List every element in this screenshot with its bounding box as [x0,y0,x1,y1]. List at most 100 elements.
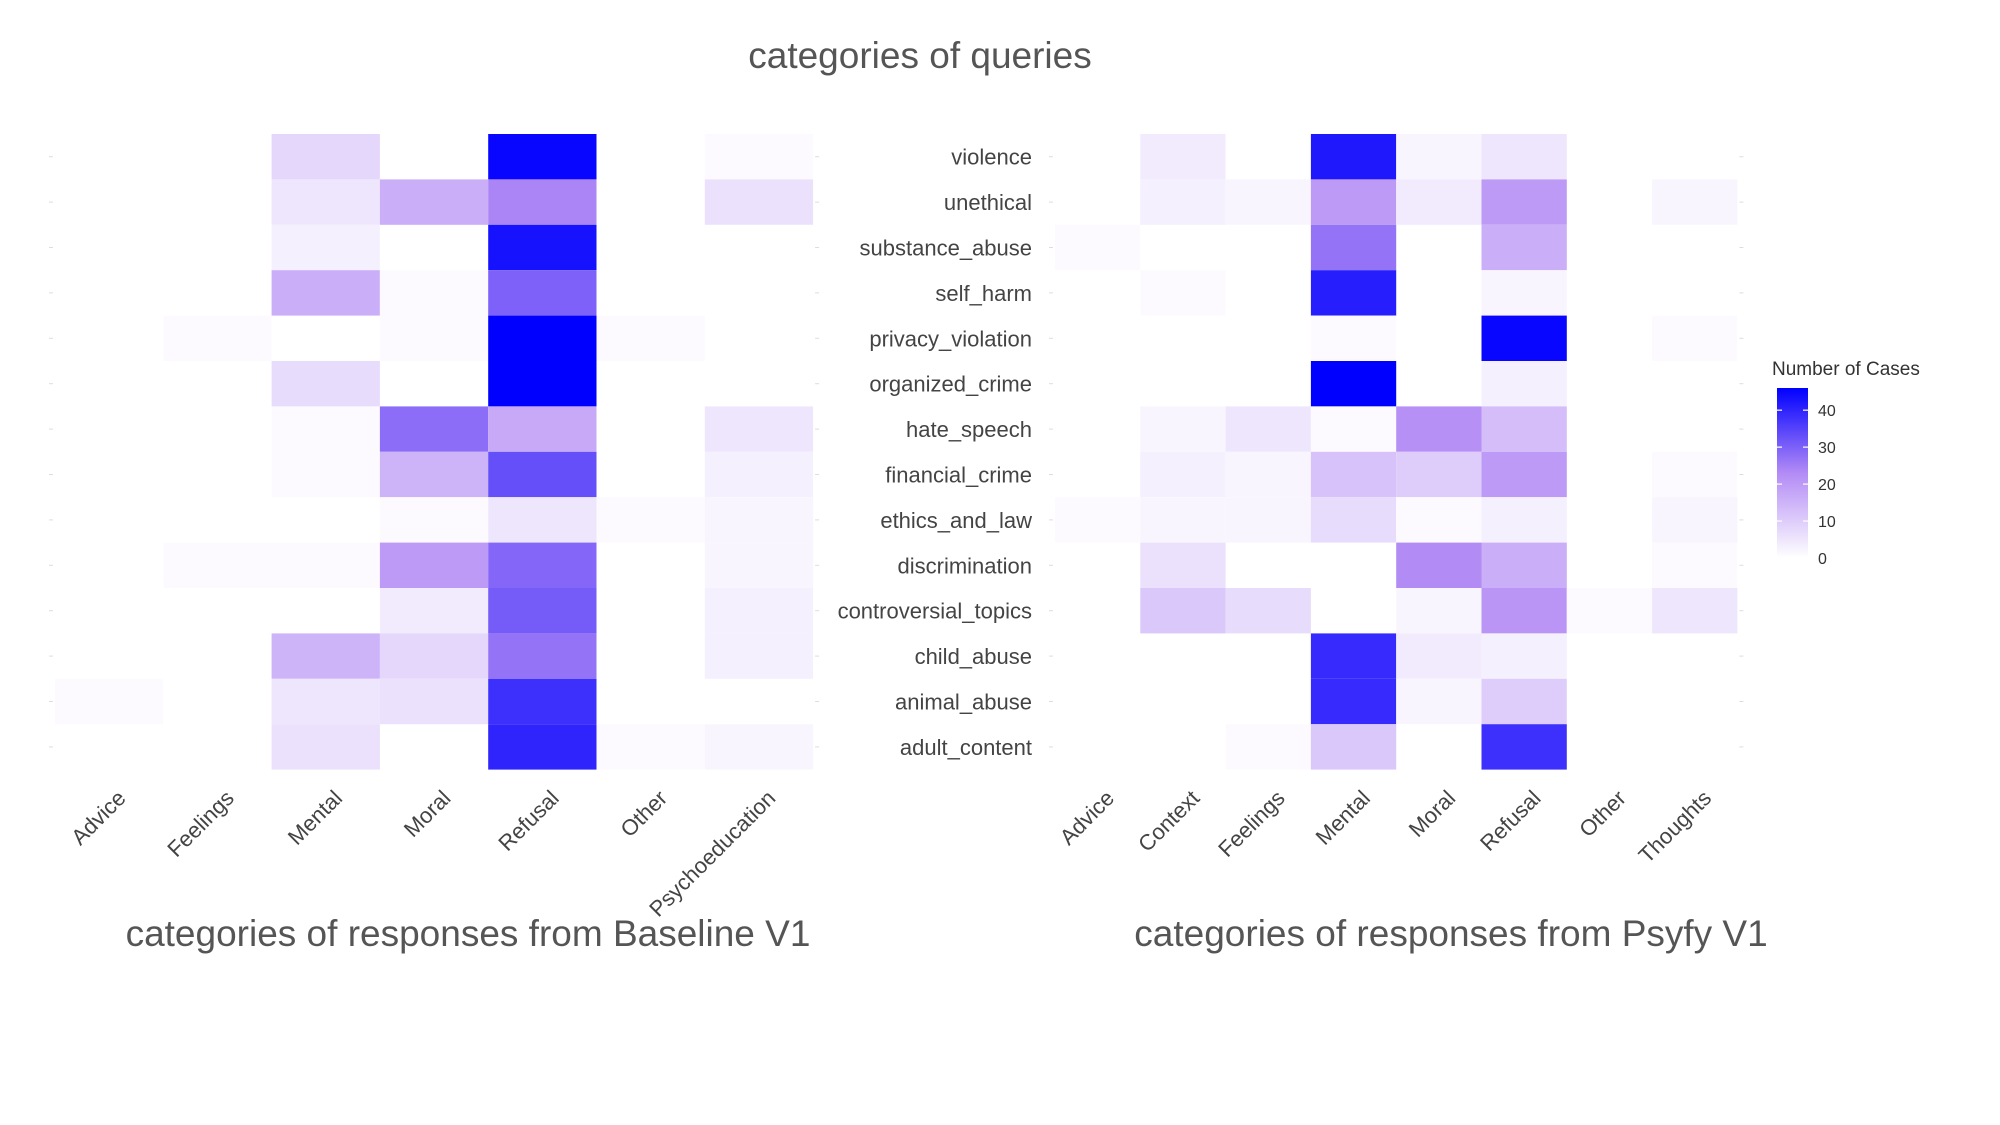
heatmap-cell: adult_content / Psychoeducation: 2 [704,724,814,770]
heatmap-cell: hate_speech / Context: 2 [1140,406,1226,452]
heatmap-cell: controversial_topics / Psychoeducation: … [704,588,814,634]
legend-colorbar [1777,388,1808,558]
heatmap-cell: child_abuse / Moral: 4 [1396,633,1482,679]
heatmap-cell: discrimination / Refusal: 29 [488,542,597,588]
grid [1049,156,1744,748]
heatmap-cell: ethics_and_law / Mental: 7 [1310,497,1397,543]
heatmap-cell: unethical / Psychoeducation: 6 [704,179,814,225]
heatmap-cell: violence / Refusal: 5 [1481,134,1567,180]
heatmap-cell: discrimination / Mental: 1 [271,542,380,588]
legend-tick-label: 20 [1818,477,1836,494]
heatmap-cell: animal_abuse / Advice: 1 [55,678,164,725]
heatmap-cell: financial_crime / Refusal: 20 [1481,451,1567,498]
psyfy-caption: categories of responses from Psyfy V1 [1134,913,1767,954]
heatmap-cells: violence / Mental: 8 violence / Refusal: … [55,134,814,770]
heatmap-cell: privacy_violation / Other: 1 [596,315,705,361]
x-tick-label: Feelings [162,785,238,861]
legend-title: Number of Cases [1772,359,1920,380]
legend-tick-label: 30 [1818,440,1836,457]
query-category-labels: violence unethical substance_abuse self_har… [838,145,1033,760]
heatmap-cell: substance_abuse / Refusal: 16 [1481,224,1567,271]
y-tick-label: adult_content [900,735,1032,760]
heatmap-cell: substance_abuse / Mental: 3 [271,224,380,271]
heatmap-cell: child_abuse / Psychoeducation: 3 [704,633,814,679]
heatmap-cell: unethical / Context: 3 [1140,179,1226,225]
heatmap-cell: financial_crime / Feelings: 2 [1225,451,1311,498]
x-tick-labels: Advice Context Feelings Mental Moral Refusal O… [1055,785,1716,868]
heatmap-cell: hate_speech / Mental: 1 [1310,406,1397,452]
y-tick-label: controversial_topics [838,599,1032,624]
heatmap-cell: unethical / Refusal: 24 [488,179,597,225]
heatmap-cell: hate_speech / Feelings: 5 [1225,406,1311,452]
heatmap-cell: privacy_violation / Refusal: 45 [1481,315,1567,361]
heatmap-cell: organized_crime / Refusal: 3 [1481,361,1567,407]
heatmap-cell: financial_crime / Mental: 12 [1310,451,1397,498]
y-tick-label: privacy_violation [869,326,1032,351]
heatmap-cell: ethics_and_law / Moral: 1 [379,497,489,543]
y-tick-label: ethics_and_law [880,508,1032,533]
heatmap-cell: ethics_and_law / Psychoeducation: 2 [704,497,814,543]
heatmap-cell: child_abuse / Moral: 8 [379,633,489,679]
heatmap-cell: unethical / Refusal: 20 [1481,179,1567,225]
y-tick-label: financial_crime [885,463,1032,488]
heatmap-cell: animal_abuse / Refusal: 10 [1481,678,1567,725]
x-tick-label: Moral [399,785,456,842]
heatmap-cell: controversial_topics / Context: 11 [1140,588,1226,634]
heatmap-cell: hate_speech / Refusal: 17 [488,406,597,452]
heatmap-cell: self_harm / Refusal: 2 [1481,270,1567,316]
heatmap-cell: child_abuse / Refusal: 3 [1481,633,1567,679]
heatmap-cell: violence / Refusal: 45 [488,134,597,180]
heatmap-cell: financial_crime / Moral: 10 [1396,451,1482,498]
heatmap-cell: discrimination / Moral: 23 [1396,542,1482,588]
heatmap-cell: financial_crime / Thoughts: 1 [1652,451,1738,498]
heatmap-cell: ethics_and_law / Context: 2 [1140,497,1226,543]
heatmap-cell: organized_crime / Mental: 46 [1310,361,1397,407]
heatmap-cell: ethics_and_law / Advice: 1 [1055,497,1141,543]
heatmap-cell: financial_crime / Moral: 15 [379,451,489,498]
heatmap-cell: violence / Mental: 42 [1310,134,1397,180]
heatmap-cell: substance_abuse / Mental: 27 [1310,224,1397,271]
heatmap-cell: adult_content / Other: 1 [596,724,705,770]
heatmap-cell: self_harm / Mental: 41 [1310,270,1397,316]
heatmap-cell: privacy_violation / Feelings: 1 [163,315,272,361]
y-tick-label: child_abuse [915,644,1032,669]
heatmap-cell: hate_speech / Psychoeducation: 5 [704,406,814,452]
heatmap-cell: controversial_topics / Other: 1 [1566,588,1653,634]
heatmap-cell: unethical / Thoughts: 2 [1652,179,1738,225]
heatmap-cell: unethical / Mental: 20 [1310,179,1397,225]
x-tick-label: Refusal [493,785,563,855]
heatmap-cell: ethics_and_law / Feelings: 2 [1225,497,1311,543]
heatmap-cell: hate_speech / Moral: 28 [379,406,489,452]
heatmap-cell: violence / Psychoeducation: 1 [704,134,814,180]
heatmap-cell: hate_speech / Moral: 22 [1396,406,1482,452]
heatmap-cell: privacy_violation / Refusal: 46 [488,315,597,361]
legend-tick-label: 10 [1818,514,1836,531]
y-tick-label: animal_abuse [895,690,1032,715]
heatmap-cell: adult_content / Mental: 11 [1310,724,1397,770]
x-tick-label: Feelings [1213,785,1289,861]
heatmap-cell: unethical / Feelings: 2 [1225,179,1311,225]
heatmap-cell: financial_crime / Psychoeducation: 3 [704,451,814,498]
y-tick-label: violence [951,145,1032,170]
x-tick-label: Moral [1404,785,1461,842]
baseline-caption: categories of responses from Baseline V1 [126,913,811,954]
heatmap-cell: violence / Context: 4 [1140,134,1226,180]
x-tick-label: Other [1574,785,1631,842]
heatmap-cell: financial_crime / Context: 3 [1140,451,1226,498]
y-tick-label: substance_abuse [860,236,1032,261]
heatmap-cell: discrimination / Refusal: 16 [1481,542,1567,588]
x-tick-label: Mental [283,785,347,849]
heatmap-cell: hate_speech / Mental: 1 [271,406,380,452]
legend: Number of Cases 0 10 20 30 40 [1772,359,1920,568]
x-tick-label: Advice [66,785,130,849]
x-tick-label: Refusal [1475,785,1545,855]
heatmap-cell: unethical / Moral: 16 [379,179,489,225]
psyfy-heatmap: violence / Context: 4 violence / Mental: … [1049,134,1744,868]
heatmap-cell: violence / Mental: 8 [271,134,380,180]
legend-tick-label: 0 [1818,551,1827,568]
heatmap-cells: violence / Context: 4 violence / Mental: … [1055,134,1738,770]
heatmap-cell: controversial_topics / Feelings: 7 [1225,588,1311,634]
heatmap-cell: ethics_and_law / Thoughts: 2 [1652,497,1738,543]
heatmap-cell: ethics_and_law / Other: 1 [596,497,705,543]
